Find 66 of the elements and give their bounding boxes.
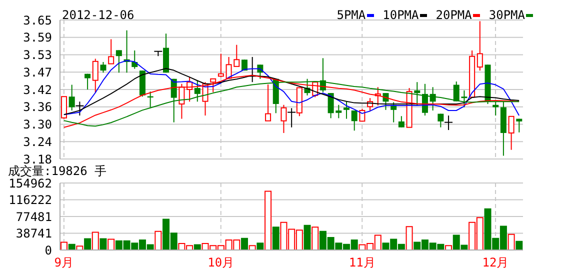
candlestick: [218, 53, 224, 78]
bar: [194, 244, 201, 250]
y-tick-label: 3.53: [23, 48, 52, 62]
candlestick: [61, 96, 67, 120]
legend-label: 20PMA: [436, 8, 472, 22]
y-tick-label: 3.24: [23, 134, 52, 149]
chart-title: 成交量:19826 手: [8, 164, 107, 178]
candlestick: [516, 118, 522, 133]
y-tick-label: 38741: [16, 226, 52, 241]
bar: [108, 238, 115, 250]
bar: [312, 226, 319, 250]
y-tick-label: 154962: [8, 176, 52, 190]
y-tick-label: 3.18: [23, 152, 52, 166]
candlestick: [210, 78, 216, 93]
bar: [264, 190, 272, 250]
candlestick: [508, 116, 514, 150]
bar: [508, 234, 515, 250]
candlestick: [476, 20, 483, 72]
candlestick: [265, 84, 272, 122]
y-tick-label: 0: [44, 243, 52, 258]
y-tick-label: 3.59: [23, 30, 52, 45]
bar: [100, 238, 107, 250]
bar: [406, 226, 413, 250]
bar: [256, 242, 264, 250]
x-tick-label: 10月: [208, 256, 234, 270]
bar: [60, 242, 68, 250]
line-series: [63, 60, 520, 116]
candlestick: [68, 84, 75, 111]
legend-label: 30PMA: [488, 8, 525, 22]
bar: [248, 245, 256, 250]
candlestick: [100, 61, 106, 74]
bar: [76, 246, 84, 250]
y-tick-label: 77481: [16, 210, 52, 224]
candlestick: [359, 108, 366, 122]
bar: [272, 226, 280, 250]
y-tick-label: 3.30: [23, 118, 52, 132]
candlestick: [280, 104, 287, 134]
candlestick: [351, 110, 358, 132]
chart-title: 2012-12-06: [62, 8, 134, 22]
bar: [304, 224, 311, 250]
candlestick: [92, 58, 98, 94]
legend-label: 10PMA: [382, 8, 419, 22]
bar: [240, 238, 248, 250]
bar: [445, 245, 452, 250]
y-tick-label: 3.65: [23, 13, 52, 28]
candlestick: [344, 101, 350, 120]
candlestick: [398, 116, 404, 128]
x-tick-label: 11月: [348, 256, 376, 270]
candlestick: [108, 38, 114, 64]
candlestick: [116, 50, 122, 74]
candlestick: [178, 83, 185, 120]
y-tick-label: 3.47: [23, 65, 52, 80]
bar: [68, 244, 76, 250]
bar: [154, 230, 162, 250]
legend-label: 5PMA: [336, 8, 366, 22]
line-series: [63, 68, 520, 116]
candlestick: [438, 113, 444, 128]
y-tick-label: 3.36: [23, 100, 52, 114]
x-tick-label: 12月: [482, 256, 509, 270]
y-tick-label: 116222: [8, 193, 52, 208]
candlestick: [84, 73, 91, 90]
bar: [92, 232, 99, 250]
bar: [84, 238, 92, 250]
bar: [516, 240, 523, 250]
y-tick-label: 3.42: [23, 82, 52, 97]
x-tick-label: 9月: [54, 256, 74, 270]
